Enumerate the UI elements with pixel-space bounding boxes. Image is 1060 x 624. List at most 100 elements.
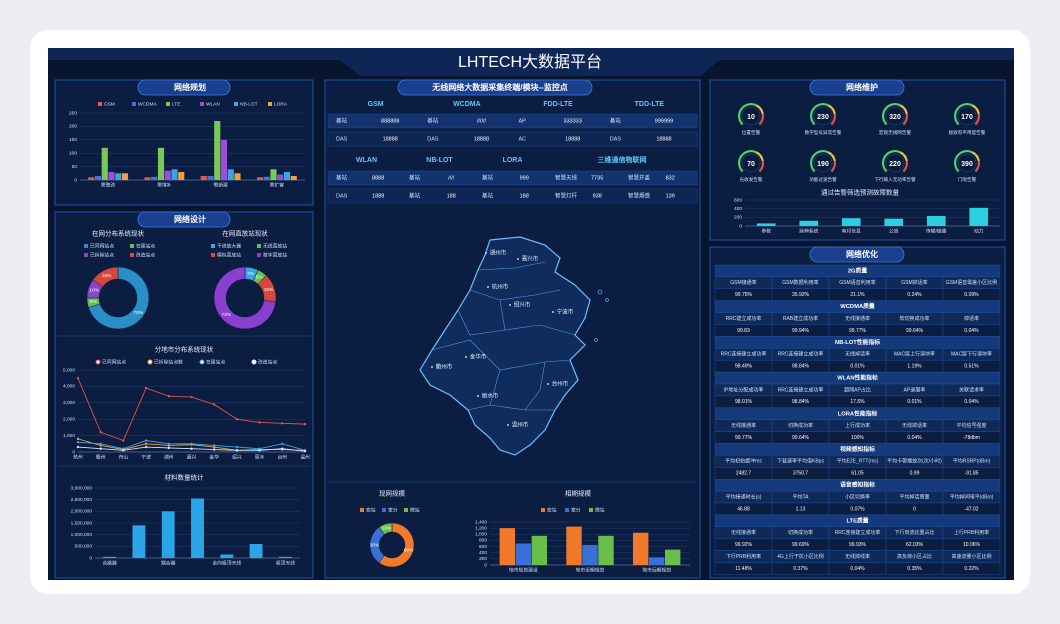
x-tick-label: 舟山 — [119, 453, 129, 460]
table-cell — [942, 562, 1001, 575]
island — [594, 338, 598, 342]
panel-title: 网络优化 — [846, 249, 878, 259]
x-tick-label: 金华 — [209, 453, 219, 460]
legend-swatch — [200, 102, 204, 106]
monitor-header: GSM — [368, 101, 384, 108]
bar — [256, 177, 264, 180]
point — [213, 448, 216, 451]
gauge-value: 220 — [889, 161, 901, 168]
y-tick-label: 1,000 — [475, 532, 487, 538]
x-tick-label: 衢州 — [96, 453, 106, 460]
table-header: 无线接通率 — [731, 529, 756, 536]
gauge-face — [741, 106, 761, 126]
x-tick-label: 宁波 — [141, 453, 151, 460]
table-header: 上行PRB利用率 — [954, 529, 989, 536]
pie-slice — [213, 266, 277, 330]
monitor-value: 18888 — [474, 136, 489, 142]
gauge-arc — [971, 104, 980, 115]
monitor-label: 基站 — [336, 173, 348, 181]
y-tick-label: 1,400 — [475, 519, 487, 525]
point — [76, 440, 80, 444]
gauge-value: 390 — [961, 161, 973, 168]
panel-title: 网络规划 — [174, 82, 206, 92]
legend-label: 已拆除站点 — [90, 251, 114, 258]
table-value: 2482.7 — [736, 471, 752, 477]
gauge-label: 下行输入无功率告警 — [874, 176, 916, 183]
table-header: 超网AP占比 — [844, 386, 871, 393]
bar — [234, 173, 241, 180]
table-value: 99.92% — [735, 542, 753, 548]
table-header: 切换成功率 — [788, 422, 813, 429]
gauge-label: 功能过速告警 — [809, 176, 837, 183]
y-tick-label: 3,000 — [63, 400, 75, 406]
y-tick-label: 2,000 — [63, 416, 75, 422]
chart-title: 现网规模 — [379, 489, 406, 498]
gauge-arc — [738, 150, 757, 173]
monitor-value: 139 — [666, 193, 675, 199]
legend-label: 模拟直放站 — [217, 251, 241, 258]
table-value: 0.04% — [964, 328, 979, 334]
bar — [632, 532, 649, 565]
table-header: GSM语音需差小区比例 — [946, 279, 997, 286]
bar — [207, 175, 214, 180]
x-tick-label: 丽水 — [255, 453, 265, 460]
city-dot — [507, 424, 509, 426]
panel-header — [809, 246, 905, 263]
point — [281, 442, 284, 445]
table-value: 99.77% — [849, 328, 867, 334]
legend-label: 改造站点 — [258, 358, 277, 365]
table-header: 高负荷小区占比 — [897, 553, 932, 560]
y-tick-label: 4,000 — [63, 384, 75, 390]
monitor-label: DAS — [336, 136, 348, 142]
y-tick-label: 2,500,000 — [71, 497, 93, 503]
gauge-value: 320 — [889, 114, 901, 121]
point — [122, 439, 125, 442]
province-outline — [419, 236, 591, 456]
monitor-label: AC — [519, 136, 527, 142]
bar — [664, 549, 681, 565]
monitor-value: 18888 — [565, 136, 580, 142]
monitor-value: ////// — [477, 118, 487, 124]
gauge-arc — [738, 103, 757, 126]
table-value: 11.48% — [735, 566, 752, 572]
monitor-header: WLAN — [356, 157, 377, 164]
x-tick-label: 参数 — [761, 227, 771, 234]
legend-label: 干线放大器 — [217, 242, 241, 249]
monitor-value: 999999 — [655, 118, 673, 124]
legend-swatch — [166, 102, 170, 106]
city-dot — [477, 395, 479, 397]
point — [303, 449, 307, 453]
gauge-arc — [810, 150, 829, 173]
y-tick-label: 250 — [69, 110, 77, 116]
bar — [220, 139, 228, 180]
monitor-label: 基站 — [409, 191, 421, 199]
panel-title: 无线网络大数据采集终端/模块--监控点 — [431, 82, 568, 92]
table-header: RRC连接建立成功率 — [721, 351, 767, 358]
bar — [144, 177, 151, 180]
city-label: 台州市 — [552, 379, 569, 387]
table-value: 0.01% — [850, 363, 865, 369]
panel-header — [397, 79, 593, 96]
city-dot — [485, 252, 487, 254]
bar — [515, 543, 532, 565]
city-dot — [431, 366, 433, 368]
monitor-value: 333333 — [564, 118, 582, 124]
legend-swatch — [98, 102, 102, 106]
bar — [171, 169, 178, 180]
monitor-value: 888888 — [381, 118, 399, 124]
legend-swatch — [268, 102, 272, 106]
y-tick-label: 150 — [69, 137, 77, 143]
city-label: 绍兴市 — [514, 300, 531, 308]
chart-title: 相期规模 — [565, 489, 592, 498]
city-borders — [431, 261, 576, 411]
y-tick-label: 1,200 — [475, 525, 487, 531]
table-value: 99.75% — [735, 292, 753, 298]
point — [190, 395, 193, 399]
y-tick-label: 1,000 — [63, 433, 75, 439]
gauge-arc — [827, 151, 836, 162]
table-header: RRC连接建立成功率 — [778, 386, 824, 393]
table-header: 平均初始缓冲ms — [725, 458, 762, 465]
monitor-value: 1888 — [372, 193, 384, 199]
table-value: 98.84% — [792, 399, 810, 405]
legend-swatch — [147, 359, 153, 365]
